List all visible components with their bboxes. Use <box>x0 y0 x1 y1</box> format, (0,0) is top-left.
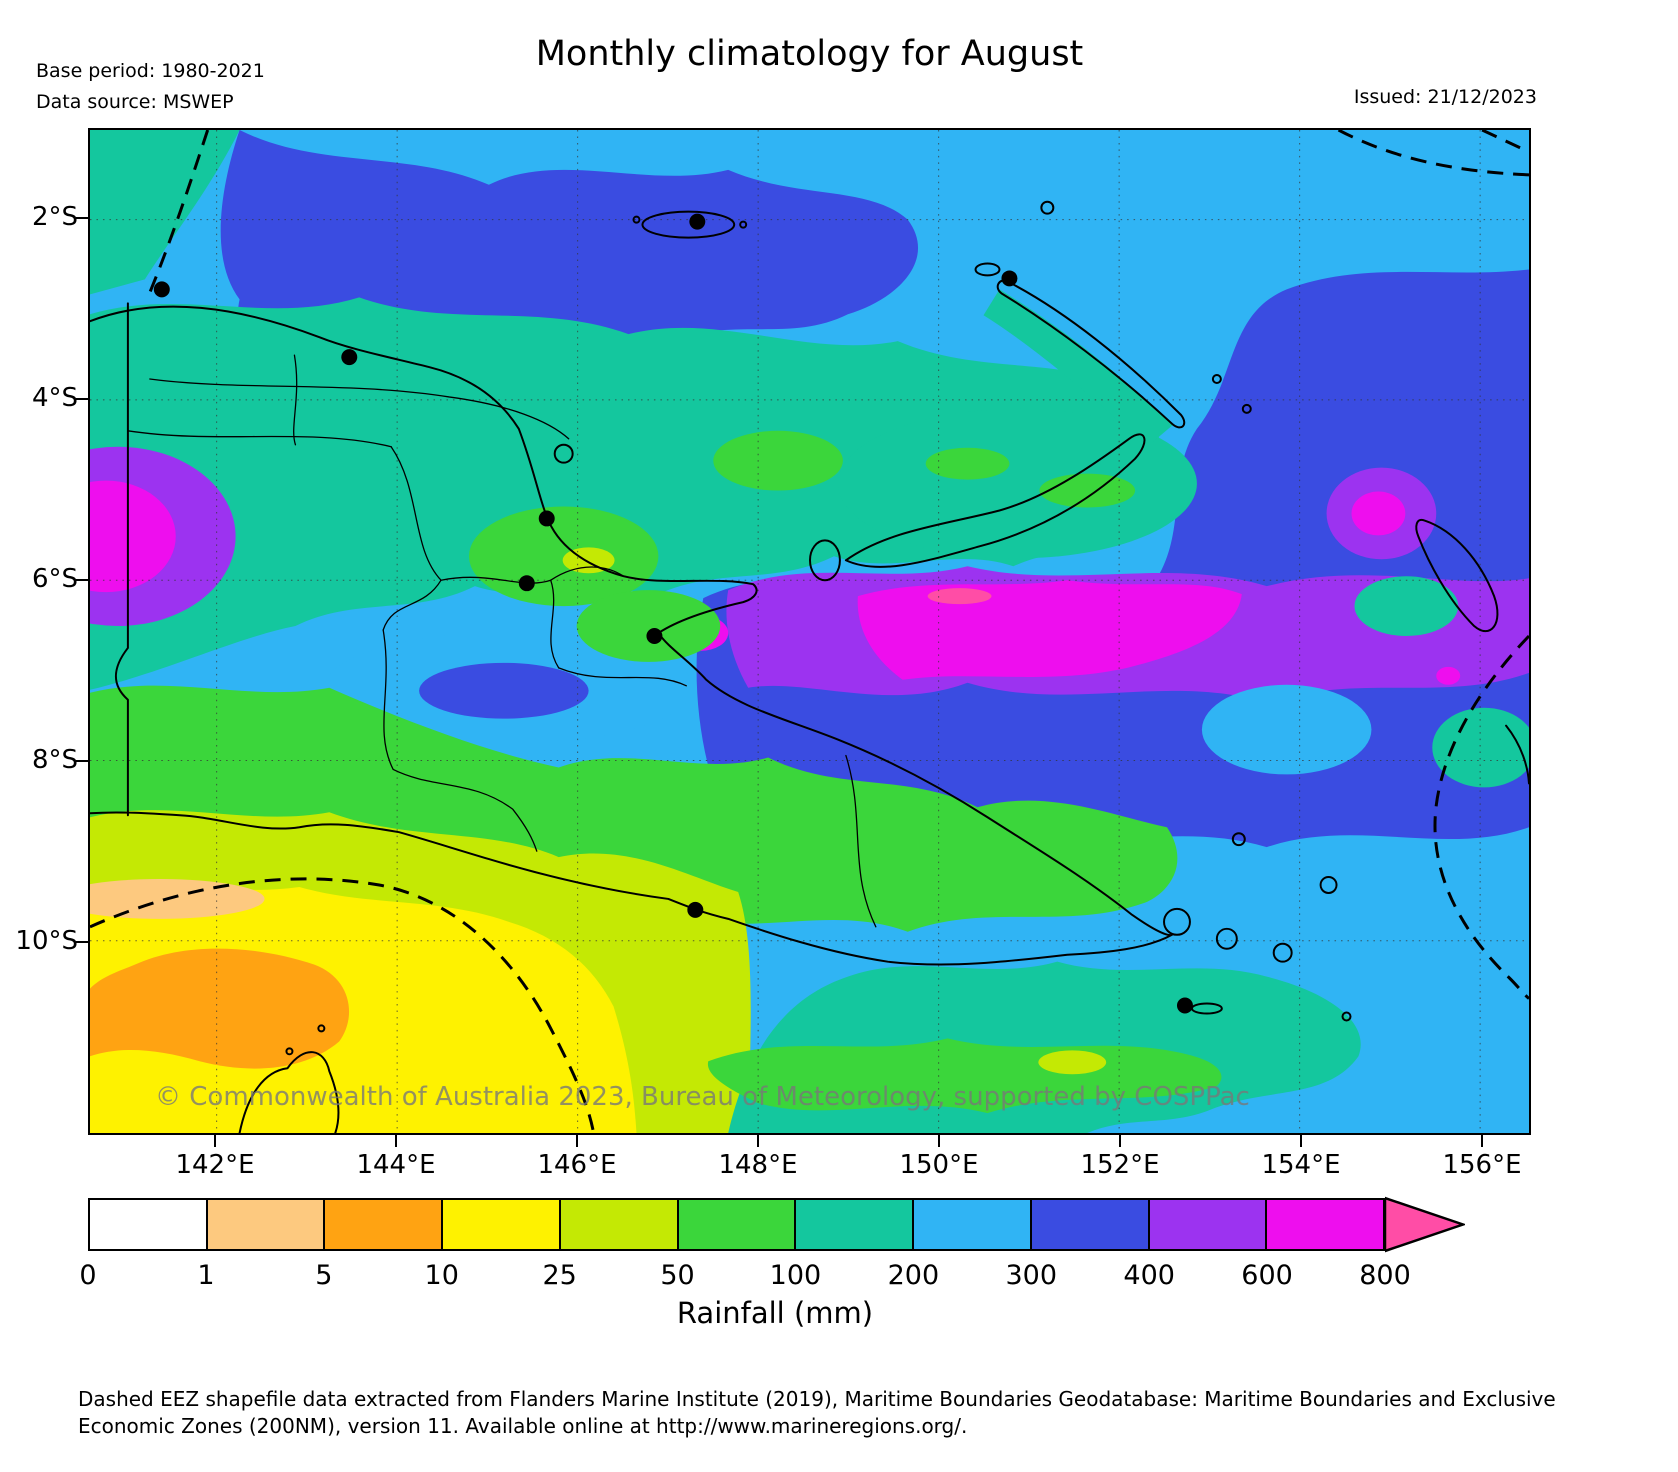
colorbar-tick-label: 50 <box>660 1260 695 1291</box>
lon-tick-label: 152°E <box>1080 1150 1160 1180</box>
lat-tick-label: 2°S <box>31 202 78 232</box>
y-axis-tick <box>76 760 88 762</box>
colorbar-tick-label: 100 <box>769 1260 822 1291</box>
colorbar-tick-label: 600 <box>1241 1260 1293 1291</box>
town-marker <box>518 575 535 592</box>
x-axis-tick <box>1119 1135 1121 1147</box>
town-marker <box>646 628 663 644</box>
x-axis-tick <box>576 1135 578 1147</box>
eez-footnote: Dashed EEZ shapefile data extracted from… <box>78 1387 1556 1438</box>
colorbar-tick-label: 800 <box>1359 1260 1411 1291</box>
y-axis-tick <box>76 398 88 400</box>
colorbar-segment <box>1149 1200 1268 1249</box>
colorbar-tick-label: 300 <box>1005 1260 1058 1291</box>
x-axis-tick <box>1481 1135 1483 1147</box>
rainfall-colorbar <box>88 1198 1385 1251</box>
lon-tick-label: 150°E <box>899 1150 979 1180</box>
lon-tick-label: 156°E <box>1442 1150 1522 1180</box>
colorbar-overflow-arrow <box>1385 1196 1465 1253</box>
data-source-label: Data source: MSWEP <box>36 91 234 113</box>
town-marker <box>341 349 358 366</box>
colorbar-segment <box>678 1200 797 1249</box>
colorbar-segment <box>560 1200 679 1249</box>
lon-tick-label: 144°E <box>356 1150 436 1180</box>
lon-tick-label: 146°E <box>537 1150 617 1180</box>
colorbar-segment <box>1267 1200 1384 1249</box>
lat-tick-label: 6°S <box>31 564 78 594</box>
lat-tick-label: 4°S <box>31 383 78 413</box>
lon-tick-label: 154°E <box>1261 1150 1341 1180</box>
issued-label: Issued: 21/12/2023 <box>1353 86 1537 108</box>
base-period-label: Base period: 1980-2021 <box>36 60 265 82</box>
y-axis-tick <box>76 579 88 581</box>
colorbar-segment <box>796 1200 915 1249</box>
page-title: Monthly climatology for August <box>535 34 1084 74</box>
rainfall-map-frame: © Commonwealth of Australia 2023, Bureau… <box>88 128 1531 1135</box>
colorbar-segment <box>207 1200 326 1249</box>
y-axis-tick <box>76 941 88 943</box>
town-marker <box>1176 997 1193 1014</box>
town-marker <box>153 281 170 298</box>
town-marker <box>687 901 704 918</box>
colorbar-tick-label: 200 <box>887 1260 940 1291</box>
x-axis-tick <box>214 1135 216 1147</box>
lon-tick-label: 142°E <box>175 1150 255 1180</box>
rainfall-map-image <box>90 130 1529 1133</box>
eez-boundary-dashed <box>90 130 1529 1133</box>
meta-block: Base period: 1980-2021 Data source: MSWE… <box>36 56 265 118</box>
colorbar-tick-label: 10 <box>424 1260 459 1291</box>
colorbar-tick-label: 5 <box>315 1260 333 1291</box>
colorbar-title: Rainfall (mm) <box>676 1296 874 1330</box>
graticule-gridlines <box>90 130 1529 1133</box>
x-axis-tick <box>938 1135 940 1147</box>
x-axis-tick <box>757 1135 759 1147</box>
lat-tick-label: 10°S <box>15 926 78 956</box>
colorbar-segment <box>1031 1200 1150 1249</box>
town-marker <box>1001 270 1018 287</box>
colorbar-tick-label: 400 <box>1123 1260 1175 1291</box>
colorbar-segment <box>325 1200 444 1249</box>
town-marker <box>538 510 555 527</box>
lat-tick-label: 8°S <box>31 745 78 775</box>
town-marker <box>689 213 706 230</box>
colorbar-tick-label: 1 <box>197 1260 215 1291</box>
colorbar-segment <box>90 1200 208 1249</box>
x-axis-tick <box>395 1135 397 1147</box>
copyright-watermark: © Commonwealth of Australia 2023, Bureau… <box>155 1082 1250 1112</box>
town-markers <box>153 213 1193 1014</box>
colorbar-tick-label: 0 <box>79 1260 97 1291</box>
colorbar-tick-label: 25 <box>542 1260 577 1291</box>
x-axis-tick <box>1300 1135 1302 1147</box>
y-axis-tick <box>76 217 88 219</box>
colorbar-segment <box>914 1200 1032 1249</box>
lon-tick-label: 148°E <box>718 1150 798 1180</box>
colorbar-segment <box>443 1200 561 1249</box>
